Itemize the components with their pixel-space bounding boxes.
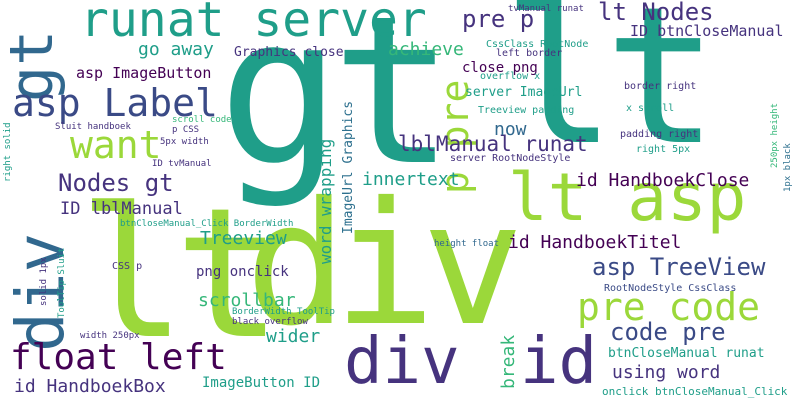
- cloud-word: solid 1px: [39, 257, 49, 306]
- cloud-word: width 250px: [80, 331, 140, 341]
- cloud-word: CssClass RootNode: [486, 39, 589, 50]
- cloud-word: now: [494, 119, 527, 140]
- cloud-word: Nodes gt: [58, 169, 174, 197]
- cloud-word: id HandboekTitel: [508, 232, 682, 253]
- cloud-word: id HandboekBox: [14, 376, 166, 397]
- cloud-word: png onclick: [196, 264, 289, 280]
- cloud-word: want: [70, 123, 162, 167]
- cloud-word: lt: [502, 0, 719, 187]
- cloud-word: pre code: [577, 285, 761, 329]
- cloud-word: ID tvManual: [152, 159, 212, 169]
- cloud-word: Sluit handboek: [55, 122, 131, 132]
- cloud-word: id: [520, 325, 598, 399]
- cloud-word: asp ImageButton: [76, 64, 212, 82]
- cloud-word: p CSS: [172, 125, 200, 135]
- cloud-word: server ImageUrl: [465, 85, 583, 100]
- cloud-word: RootNodeStyle CssClass: [604, 283, 737, 294]
- cloud-word: close png: [462, 60, 538, 76]
- cloud-word: using word: [612, 362, 721, 383]
- cloud-word: pre p: [462, 5, 535, 33]
- cloud-word: scroll code: [172, 115, 232, 125]
- cloud-word: achieve: [388, 39, 464, 60]
- cloud-word: Treeview: [200, 228, 287, 249]
- cloud-word: right solid: [3, 122, 13, 182]
- cloud-word: 1px black: [783, 143, 793, 192]
- cloud-word: black overflow: [232, 317, 308, 327]
- cloud-word: ID lblManual: [60, 199, 183, 219]
- cloud-word: div: [245, 166, 524, 364]
- cloud-word: border right: [624, 81, 697, 92]
- cloud-word: innertext: [362, 169, 460, 190]
- cloud-word: runat server: [80, 0, 427, 48]
- cloud-word: gt: [218, 0, 455, 211]
- cloud-word: tvManual runat: [508, 4, 584, 14]
- cloud-word: asp TreeView: [592, 253, 766, 281]
- cloud-word: id HandboekClose: [576, 170, 750, 191]
- cloud-word: go away: [138, 39, 214, 60]
- cloud-word: ImageUrl Graphics: [341, 100, 356, 234]
- cloud-word: asp Label: [12, 81, 218, 125]
- cloud-word: div: [344, 325, 460, 399]
- cloud-word: code pre: [610, 318, 726, 346]
- cloud-word: 250px height: [770, 102, 780, 168]
- cloud-word: lt asp: [508, 159, 747, 236]
- cloud-word: 5px width: [160, 137, 209, 147]
- cloud-word: Graphics close: [234, 45, 344, 60]
- cloud-word: right 5px: [636, 144, 691, 155]
- cloud-word: lblManual runat: [398, 132, 588, 156]
- cloud-word: ToolTip Sluit: [57, 247, 67, 318]
- cloud-word: x scroll: [626, 103, 675, 114]
- cloud-word: ID btnCloseManual: [630, 22, 784, 40]
- cloud-word: ImageButton ID: [202, 375, 321, 391]
- cloud-word: BorderWidth ToolTip: [232, 307, 335, 317]
- cloud-word: CSS p: [112, 261, 143, 272]
- cloud-word: btnCloseManual runat: [608, 346, 765, 361]
- cloud-word: onclick btnCloseManual_Click: [602, 385, 788, 398]
- cloud-word: float left: [10, 337, 227, 378]
- cloud-word: height float: [434, 239, 500, 249]
- cloud-word: server RootNodeStyle: [450, 153, 571, 164]
- cloud-word: Treeview padding: [478, 105, 575, 116]
- cloud-word: scrollbar: [198, 290, 296, 311]
- cloud-word: overflow x: [480, 71, 541, 82]
- cloud-word: lt Nodes: [598, 0, 714, 26]
- cloud-word: btnCloseManual_Click BorderWidth: [120, 219, 294, 229]
- cloud-word: padding right: [620, 129, 699, 140]
- cloud-word: break: [498, 334, 519, 389]
- cloud-word: left border: [496, 48, 563, 59]
- cloud-word: lt: [78, 170, 283, 379]
- cloud-word: word wrapping: [316, 138, 335, 264]
- cloud-word: wider: [266, 326, 321, 347]
